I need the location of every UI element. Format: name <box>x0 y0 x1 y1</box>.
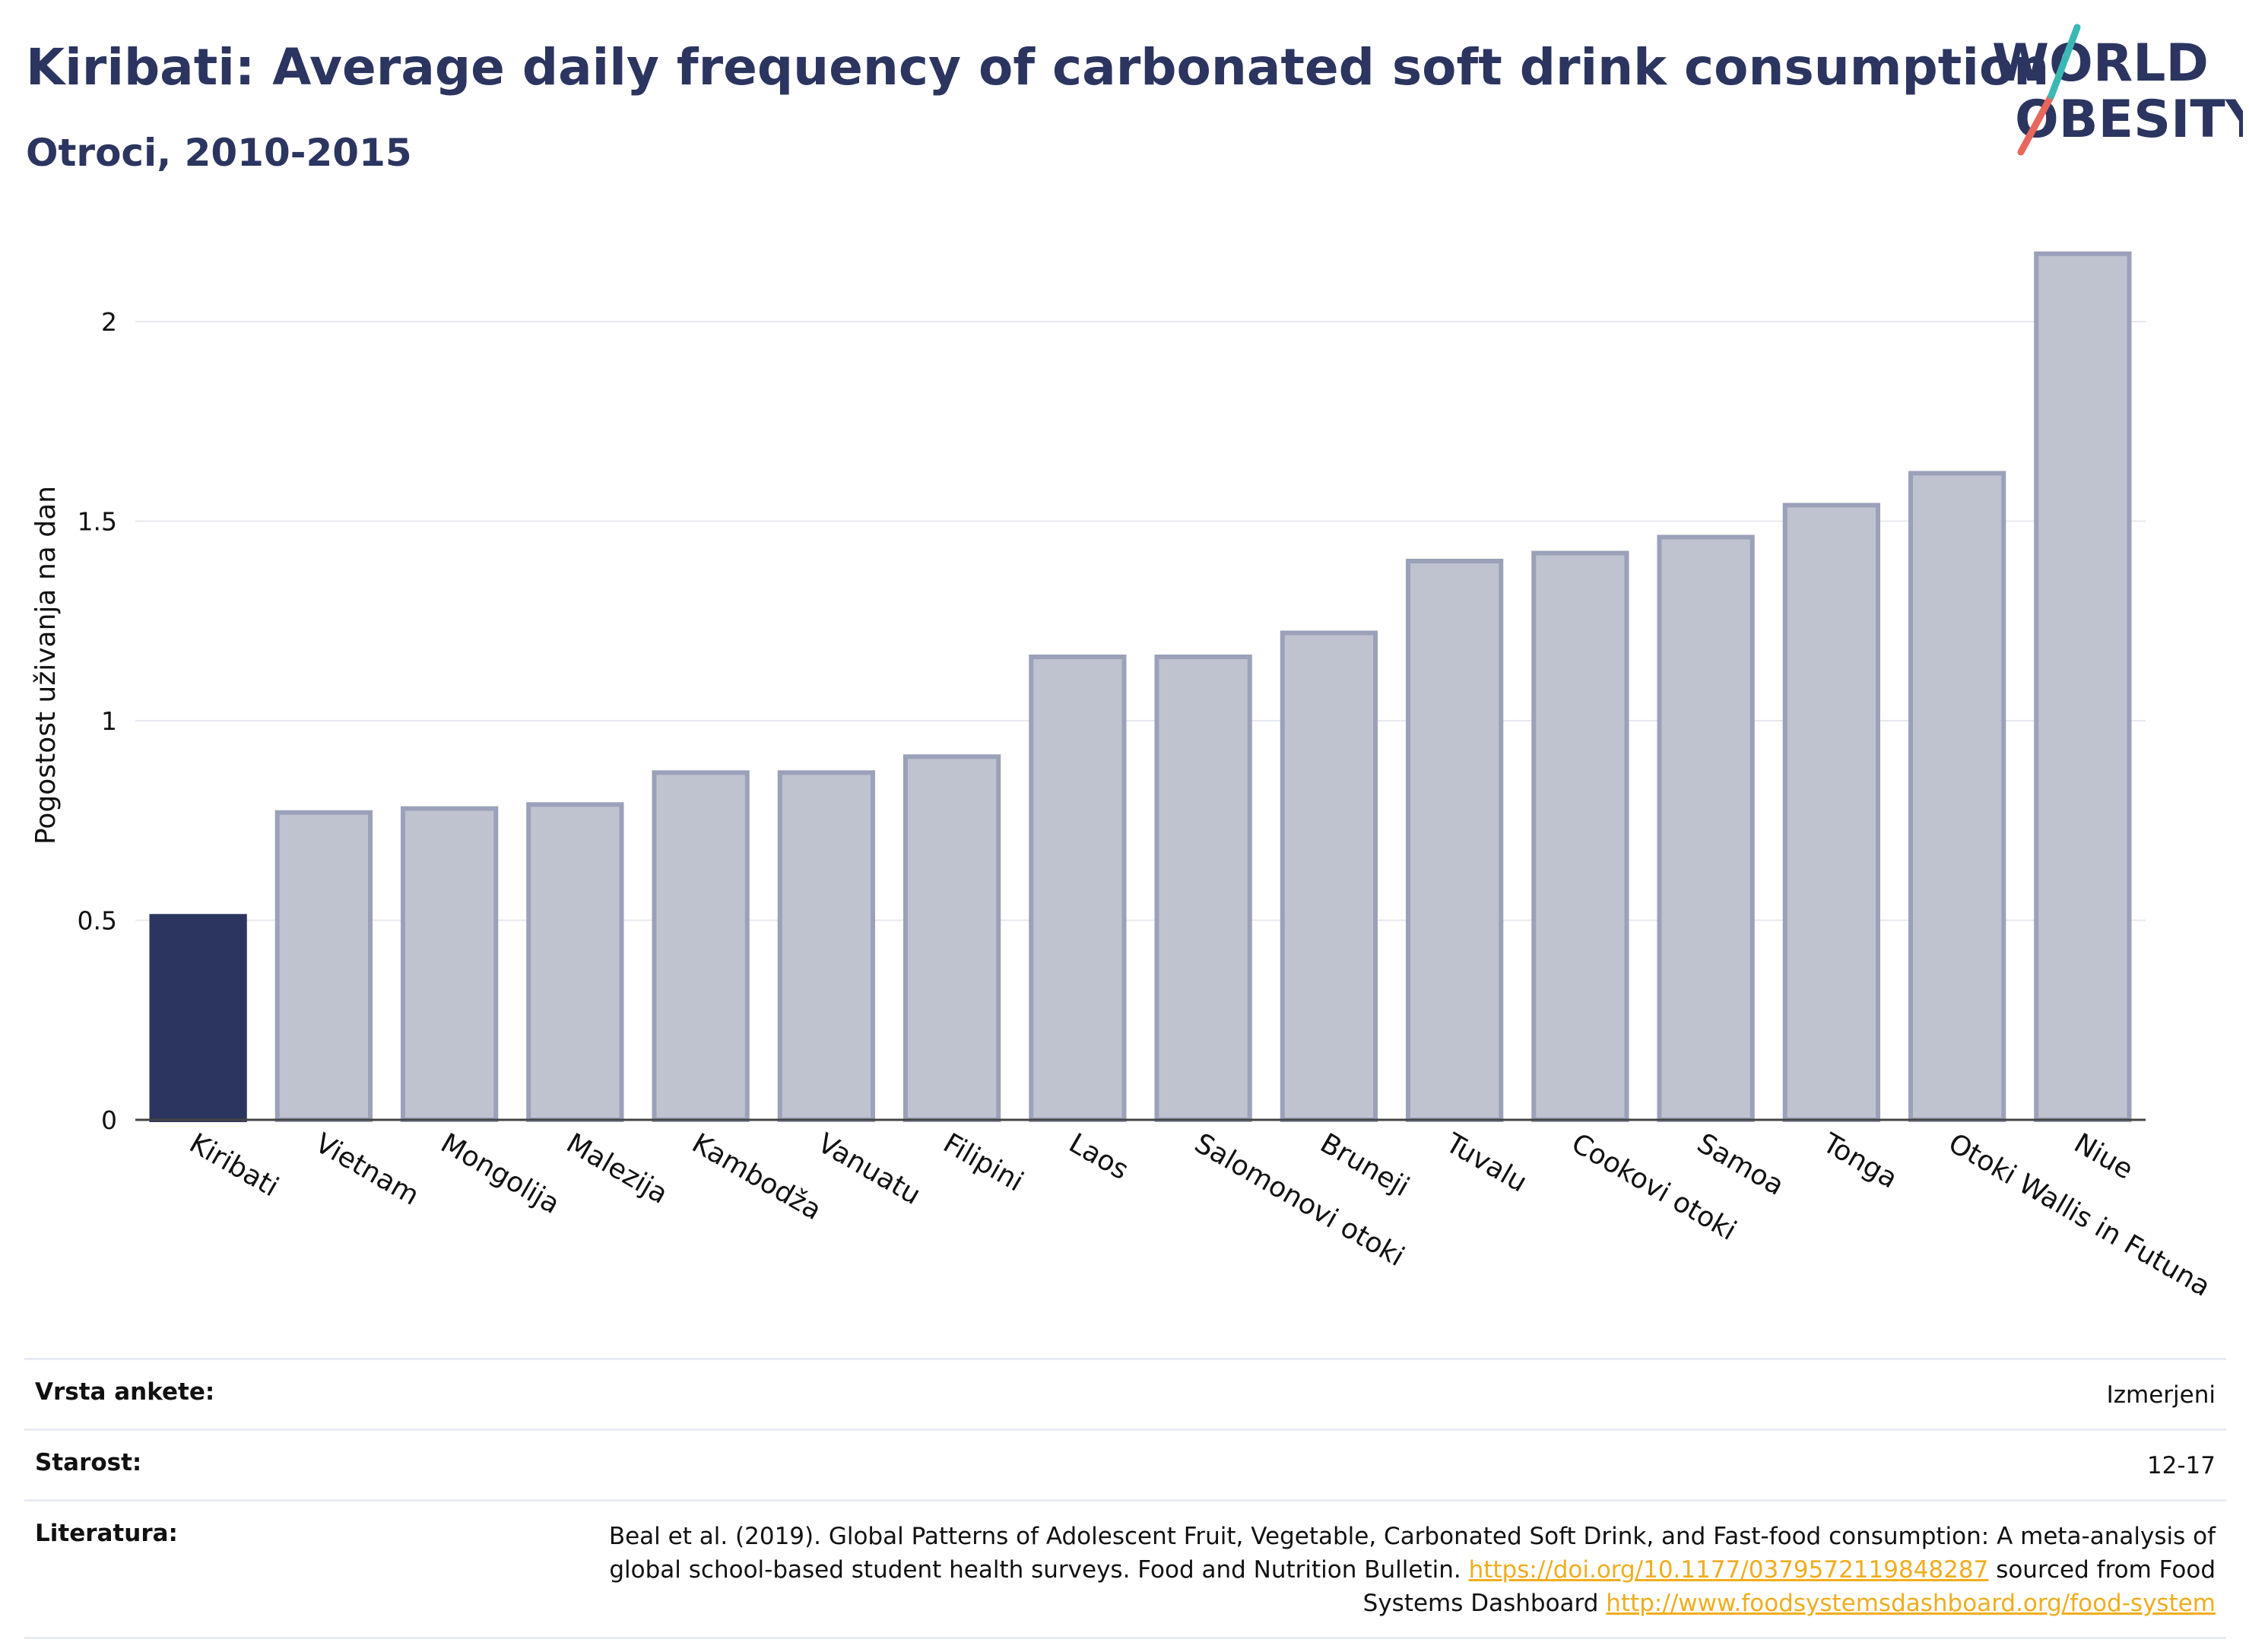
y-tick-label: 0.5 <box>78 906 117 936</box>
y-tick-label: 2 <box>101 307 117 337</box>
x-tick-label: Vanuatu <box>812 1127 925 1211</box>
bar-kiribati[interactable] <box>149 914 247 1122</box>
bar-tonga[interactable] <box>1782 503 1881 1122</box>
reference-source-text: sourced from Food Systems Dashboard <box>1362 1556 2216 1617</box>
x-tick-label: Tuvalu <box>1440 1127 1532 1199</box>
bar-otoki-wallis-in-futuna[interactable] <box>1908 471 2006 1122</box>
x-tick-label: Kambodža <box>687 1127 826 1226</box>
x-tick-label: Salomonovi otoki <box>1189 1127 1410 1273</box>
bars <box>149 251 2132 1122</box>
age-value: 12-17 <box>2146 1452 2216 1479</box>
bar-kambod-a[interactable] <box>652 770 750 1122</box>
x-tick-label: Tonga <box>1817 1127 1903 1195</box>
bar-laos[interactable] <box>1029 655 1127 1122</box>
bar-cookovi-otoki[interactable] <box>1531 550 1629 1122</box>
reference-label: Literatura: <box>35 1520 178 1547</box>
x-tick-label: Samoa <box>1692 1127 1789 1202</box>
logo-slash-teal <box>2048 24 2081 100</box>
chart-title: Kiribati: Average daily frequency of car… <box>26 38 2050 97</box>
bar-filipini[interactable] <box>902 754 1001 1122</box>
survey-type-label: Vrsta ankete: <box>35 1378 215 1406</box>
bar-vietnam[interactable] <box>274 810 373 1122</box>
x-tick-label: Bruneji <box>1315 1127 1414 1203</box>
reference-text: Beal et al. (2019). Global Patterns of A… <box>608 1523 2216 1584</box>
y-tick-label: 0 <box>101 1105 117 1135</box>
bar-malezija[interactable] <box>526 802 624 1122</box>
world-obesity-logo: WORLD OBESITY <box>1992 24 2243 156</box>
x-tick-label: Mongolija <box>436 1127 565 1220</box>
x-tick-label: Niue <box>2069 1127 2138 1185</box>
bar-tuvalu[interactable] <box>1405 559 1504 1122</box>
reference-value: Beal et al. (2019). Global Patterns of A… <box>573 1520 2216 1620</box>
y-tick-label: 1 <box>101 706 117 736</box>
bar-salomonovi-otoki[interactable] <box>1154 655 1252 1122</box>
meta-row-reference: Literatura: Beal et al. (2019). Global P… <box>24 1499 2226 1639</box>
y-tick-labels: 0 0.5 1 1.5 2 <box>78 307 117 1135</box>
bar-niue[interactable] <box>2034 251 2132 1122</box>
x-tick-label: Kiribati <box>184 1127 284 1203</box>
survey-type-value: Izmerjeni <box>2106 1381 2216 1409</box>
x-tick-label: Filipini <box>938 1127 1029 1197</box>
bar-chart: 0 0.5 1 1.5 2 Kiribati Vietnam MongolijaMalezi… <box>30 251 2216 1303</box>
metadata-table: Vrsta ankete: Izmerjeni Starost: 12-17 L… <box>24 1358 2226 1639</box>
reference-doi-link[interactable]: https://doi.org/10.1177/0379572119848287 <box>1468 1556 1989 1584</box>
x-tick-label: Vietnam <box>309 1127 423 1212</box>
bar-vanuatu[interactable] <box>777 770 876 1122</box>
logo-line1: WORLD <box>1992 33 2209 94</box>
y-tick-label: 1.5 <box>78 507 117 537</box>
bar-samoa[interactable] <box>1657 534 1755 1122</box>
y-axis-label: Pogostost uživanja na dan <box>30 486 62 845</box>
x-tick-label: Malezija <box>561 1127 673 1210</box>
meta-row-survey: Vrsta ankete: Izmerjeni <box>24 1358 2226 1428</box>
bar-mongolija[interactable] <box>400 806 499 1122</box>
age-label: Starost: <box>35 1449 142 1476</box>
reference-dashboard-link[interactable]: http://www.foodsystemsdashboard.org/food… <box>1606 1590 2216 1617</box>
meta-row-age: Starost: 12-17 <box>24 1428 2226 1499</box>
x-tick-label: Laos <box>1064 1127 1134 1186</box>
bar-bruneji[interactable] <box>1280 630 1378 1122</box>
chart-subtitle: Otroci, 2010-2015 <box>26 131 412 175</box>
logo-slash-red <box>2017 92 2055 156</box>
